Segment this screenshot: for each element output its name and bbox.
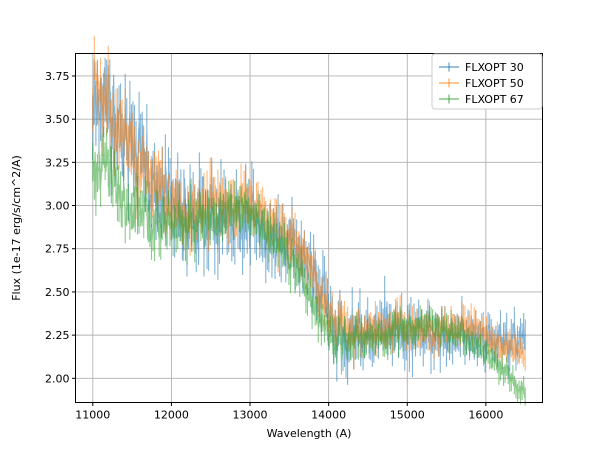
y-tick-label: 2.75 bbox=[45, 243, 70, 256]
legend-item-1[interactable]: FLXOPT 30 bbox=[439, 61, 524, 74]
y-tick-label: 2.25 bbox=[45, 329, 70, 342]
legend-label: FLXOPT 30 bbox=[465, 61, 524, 74]
y-tick-label: 3.75 bbox=[45, 70, 70, 83]
y-tick-label: 3.25 bbox=[45, 156, 70, 169]
y-tick-label: 3.00 bbox=[45, 200, 70, 213]
y-tick-label: 2.00 bbox=[45, 372, 70, 385]
legend-item-3[interactable]: FLXOPT 67 bbox=[439, 93, 524, 106]
x-tick-label: 13000 bbox=[233, 409, 268, 422]
x-tick-label: 16000 bbox=[468, 409, 503, 422]
legend-item-2[interactable]: FLXOPT 50 bbox=[439, 77, 524, 90]
y-tick-label: 2.50 bbox=[45, 286, 70, 299]
legend-box bbox=[431, 53, 543, 110]
legend-label: FLXOPT 67 bbox=[465, 93, 524, 106]
y-tick-label: 3.50 bbox=[45, 113, 70, 126]
legend-label: FLXOPT 50 bbox=[465, 77, 524, 90]
data-series-layer bbox=[92, 35, 526, 406]
plot-frame bbox=[75, 53, 543, 403]
y-axis-label: Flux (1e-17 erg/s/cm^2/A) bbox=[10, 155, 23, 301]
chart-legend[interactable]: FLXOPT 30 FLXOPT 50 FLXOPT 67 bbox=[431, 53, 543, 110]
x-tick-label: 11000 bbox=[75, 409, 110, 422]
x-tick-label: 12000 bbox=[154, 409, 189, 422]
axis-ticks: 11000 12000 13000 14000 15000 16000 2.00 2.25 2.… bbox=[45, 70, 503, 422]
x-tick-label: 14000 bbox=[311, 409, 346, 422]
series-flxopt-67 bbox=[92, 126, 526, 406]
x-tick-label: 15000 bbox=[390, 409, 425, 422]
x-axis-label: Wavelength (A) bbox=[267, 427, 352, 440]
